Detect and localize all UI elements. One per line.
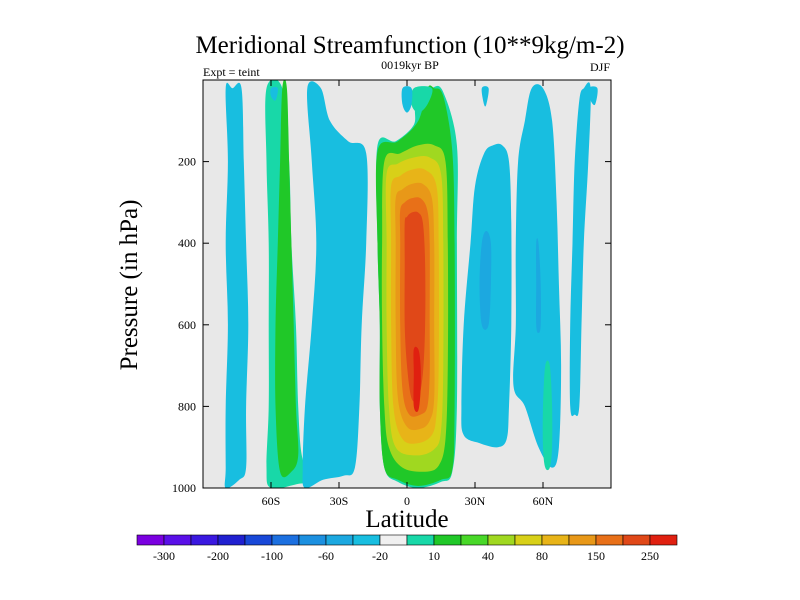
colorbar-swatch	[595, 534, 624, 546]
season-label: DJF	[590, 60, 610, 74]
y-axis: 200 400 600 800 1000	[172, 155, 611, 495]
colorbar-swatch	[433, 534, 462, 546]
x-tick-label: 30S	[330, 494, 349, 508]
x-tick-label: 30N	[465, 494, 486, 508]
colorbar-swatch	[325, 534, 354, 546]
colorbar-swatch	[136, 534, 165, 546]
chart-title: Meridional Streamfunction (10**9kg/m-2)	[195, 32, 624, 59]
y-tick-label: 800	[178, 399, 196, 413]
colorbar-swatch	[217, 534, 246, 546]
colorbar-swatch	[514, 534, 543, 546]
colorbar-swatch	[487, 534, 516, 546]
colorbar-label: -60	[318, 549, 334, 563]
x-tick-label: 60S	[262, 494, 281, 508]
colorbar-swatch	[622, 534, 651, 546]
colorbar: -300 -200 -100 -60 -20 10 40 80 150 250	[136, 534, 678, 563]
y-tick-label: 1000	[172, 481, 196, 495]
sh-ferrel-cell-core-contour	[275, 80, 299, 478]
experiment-label: Expt = teint	[203, 65, 260, 79]
y-tick-label: 400	[178, 236, 196, 250]
x-axis-title: Latitude	[365, 506, 448, 533]
nh-polar-tongue-contour	[542, 360, 553, 471]
nh-cell-1-core-contour	[479, 231, 492, 330]
colorbar-swatch	[298, 534, 327, 546]
sh-midlat-cell-contour	[302, 81, 368, 488]
colorbar-swatch	[244, 534, 273, 546]
x-axis: 60S 30S 0 30N 60N	[262, 80, 554, 508]
tropical-cell-max-contour	[404, 211, 426, 402]
colorbar-swatch	[541, 534, 570, 546]
colorbar-swatch	[163, 534, 192, 546]
colorbar-label: -100	[261, 549, 283, 563]
colorbar-label: -20	[372, 549, 388, 563]
upper-trop-branch-contour	[411, 86, 433, 113]
colorbar-swatch	[460, 534, 489, 546]
colorbar-swatch	[271, 534, 300, 546]
colorbar-label: 10	[428, 549, 440, 563]
nh-upper-patch-contour	[481, 86, 489, 107]
colorbar-swatch	[568, 534, 597, 546]
colorbar-label: 250	[641, 549, 659, 563]
x-tick-label: 60N	[533, 494, 554, 508]
y-axis-title: Pressure (in hPa)	[116, 200, 143, 371]
upper-patch-a-contour	[401, 86, 413, 113]
colorbar-label: 80	[536, 549, 548, 563]
x-tick-label: 0	[404, 494, 410, 508]
colorbar-swatch	[352, 534, 381, 546]
period-label: 0019kyr BP	[381, 58, 439, 72]
colorbar-label: -200	[207, 549, 229, 563]
y-tick-label: 600	[178, 318, 196, 332]
colorbar-swatch	[190, 534, 219, 546]
contour-fills	[224, 80, 598, 488]
y-tick-label: 200	[178, 155, 196, 169]
upper-patch-b-contour	[270, 86, 278, 101]
sh-polar-cell-contour	[224, 82, 249, 488]
colorbar-swatch	[406, 534, 435, 546]
colorbar-swatch	[379, 534, 408, 546]
tropical-cell-peak-contour	[413, 346, 421, 413]
upper-right-patch-contour	[588, 86, 598, 106]
colorbar-swatch	[649, 534, 678, 546]
nh-cell-2-core-contour	[536, 238, 541, 333]
colorbar-label: -300	[153, 549, 175, 563]
colorbar-label: 150	[587, 549, 605, 563]
colorbar-label: 40	[482, 549, 494, 563]
nh-polar-strip-contour	[569, 82, 591, 417]
